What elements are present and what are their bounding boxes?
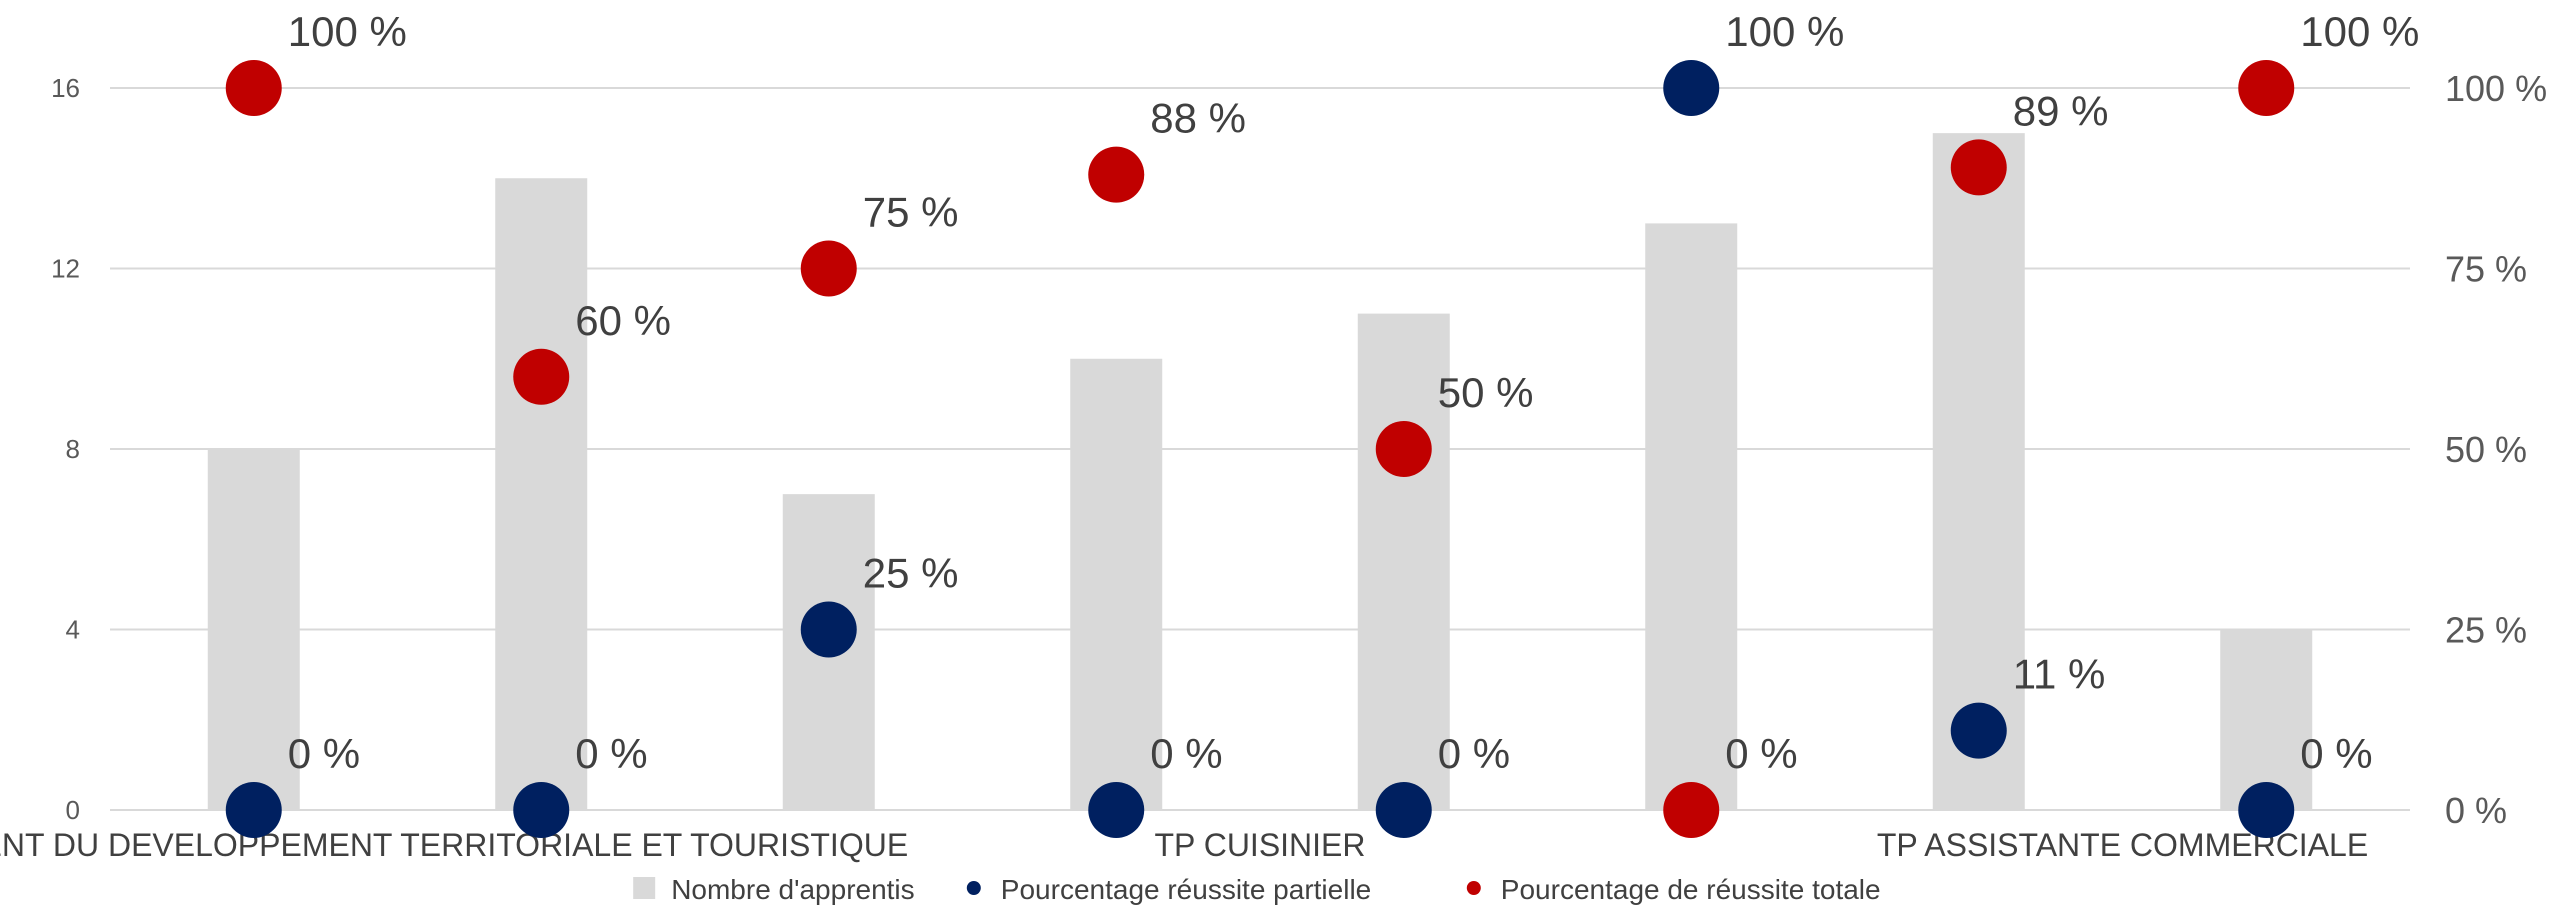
right-tick-label: 100 %: [2445, 68, 2547, 109]
right-tick-label: 50 %: [2445, 429, 2527, 470]
data-point: [1088, 146, 1145, 203]
left-tick-label: 16: [51, 73, 80, 103]
data-point: [1088, 782, 1145, 838]
data-label: 0 %: [2300, 730, 2372, 777]
data-point: [1375, 782, 1432, 838]
bar: [1645, 223, 1738, 810]
legend-swatch: [633, 877, 656, 899]
data-labels: 0 % 0 % 25 % 0 % 0 % 100 % 11 % 0 % 100 % 60 % 75 …: [288, 8, 2420, 777]
data-point: [225, 782, 282, 838]
left-tick-label: 4: [66, 615, 80, 645]
left-axis-ticks: 0 4 8 12 16: [51, 73, 80, 825]
data-point: [225, 60, 282, 116]
data-label: 60 %: [575, 297, 671, 344]
data-label: 100 %: [2300, 8, 2419, 55]
data-point: [2238, 60, 2295, 116]
data-point: [1375, 421, 1432, 477]
bar-series: [207, 133, 2313, 810]
right-axis-ticks: 0 % 25 % 50 % 75 % 100 %: [2445, 68, 2547, 831]
data-label: 11 %: [2013, 651, 2106, 698]
data-label: 25 %: [863, 550, 959, 597]
category-labels: TP AGENT DU DEVELOPPEMENT TERRITORIALE E…: [0, 827, 2368, 863]
left-tick-label: 12: [51, 254, 80, 284]
bar: [495, 178, 588, 810]
data-label: 0 %: [288, 730, 360, 777]
data-point: [2238, 782, 2295, 838]
data-point: [1663, 782, 1720, 838]
data-point: [800, 601, 857, 658]
legend-item: Pourcentage de réussite totale: [1466, 874, 1881, 905]
data-point: [513, 348, 570, 405]
bar: [207, 449, 300, 810]
legend-item: Pourcentage réussite partielle: [966, 874, 1371, 905]
scatter-series: [225, 60, 2295, 838]
left-tick-label: 0: [66, 795, 80, 825]
data-label: 50 %: [1438, 369, 1534, 416]
category-label: TP ASSISTANTE COMMERCIALE: [1877, 827, 2368, 863]
data-label: 88 %: [1150, 95, 1246, 142]
data-label: 0 %: [1438, 730, 1510, 777]
legend-swatch: [1466, 881, 1481, 895]
category-label: TP AGENT DU DEVELOPPEMENT TERRITORIALE E…: [0, 827, 908, 863]
data-label: 89 %: [2013, 87, 2109, 134]
data-label: 0 %: [1725, 730, 1797, 777]
bar: [1932, 133, 2025, 810]
data-point: [1950, 702, 2007, 759]
data-label: 0 %: [1150, 730, 1222, 777]
left-tick-label: 8: [66, 434, 80, 464]
data-label: 100 %: [288, 8, 407, 55]
legend-label: Pourcentage réussite partielle: [1001, 874, 1371, 905]
data-label: 100 %: [1725, 8, 1844, 55]
data-label: 0 %: [575, 730, 647, 777]
legend: Nombre d'apprentis Pourcentage réussite p…: [633, 874, 1881, 905]
right-tick-label: 25 %: [2445, 610, 2527, 651]
data-point: [513, 782, 570, 838]
gridlines: [110, 87, 2410, 811]
bar: [1070, 358, 1163, 810]
data-point: [1663, 60, 1720, 116]
legend-item: Nombre d'apprentis: [633, 874, 915, 905]
bar: [2220, 629, 2313, 810]
legend-label: Pourcentage de réussite totale: [1501, 874, 1881, 905]
data-point: [800, 240, 857, 297]
bar: [1357, 313, 1450, 810]
right-tick-label: 0 %: [2445, 790, 2507, 831]
category-label: TP CUISINIER: [1155, 827, 1366, 863]
legend-swatch: [966, 881, 981, 895]
data-label: 75 %: [863, 189, 959, 236]
right-tick-label: 75 %: [2445, 249, 2527, 290]
legend-label: Nombre d'apprentis: [671, 874, 914, 905]
data-point: [1950, 139, 2007, 196]
